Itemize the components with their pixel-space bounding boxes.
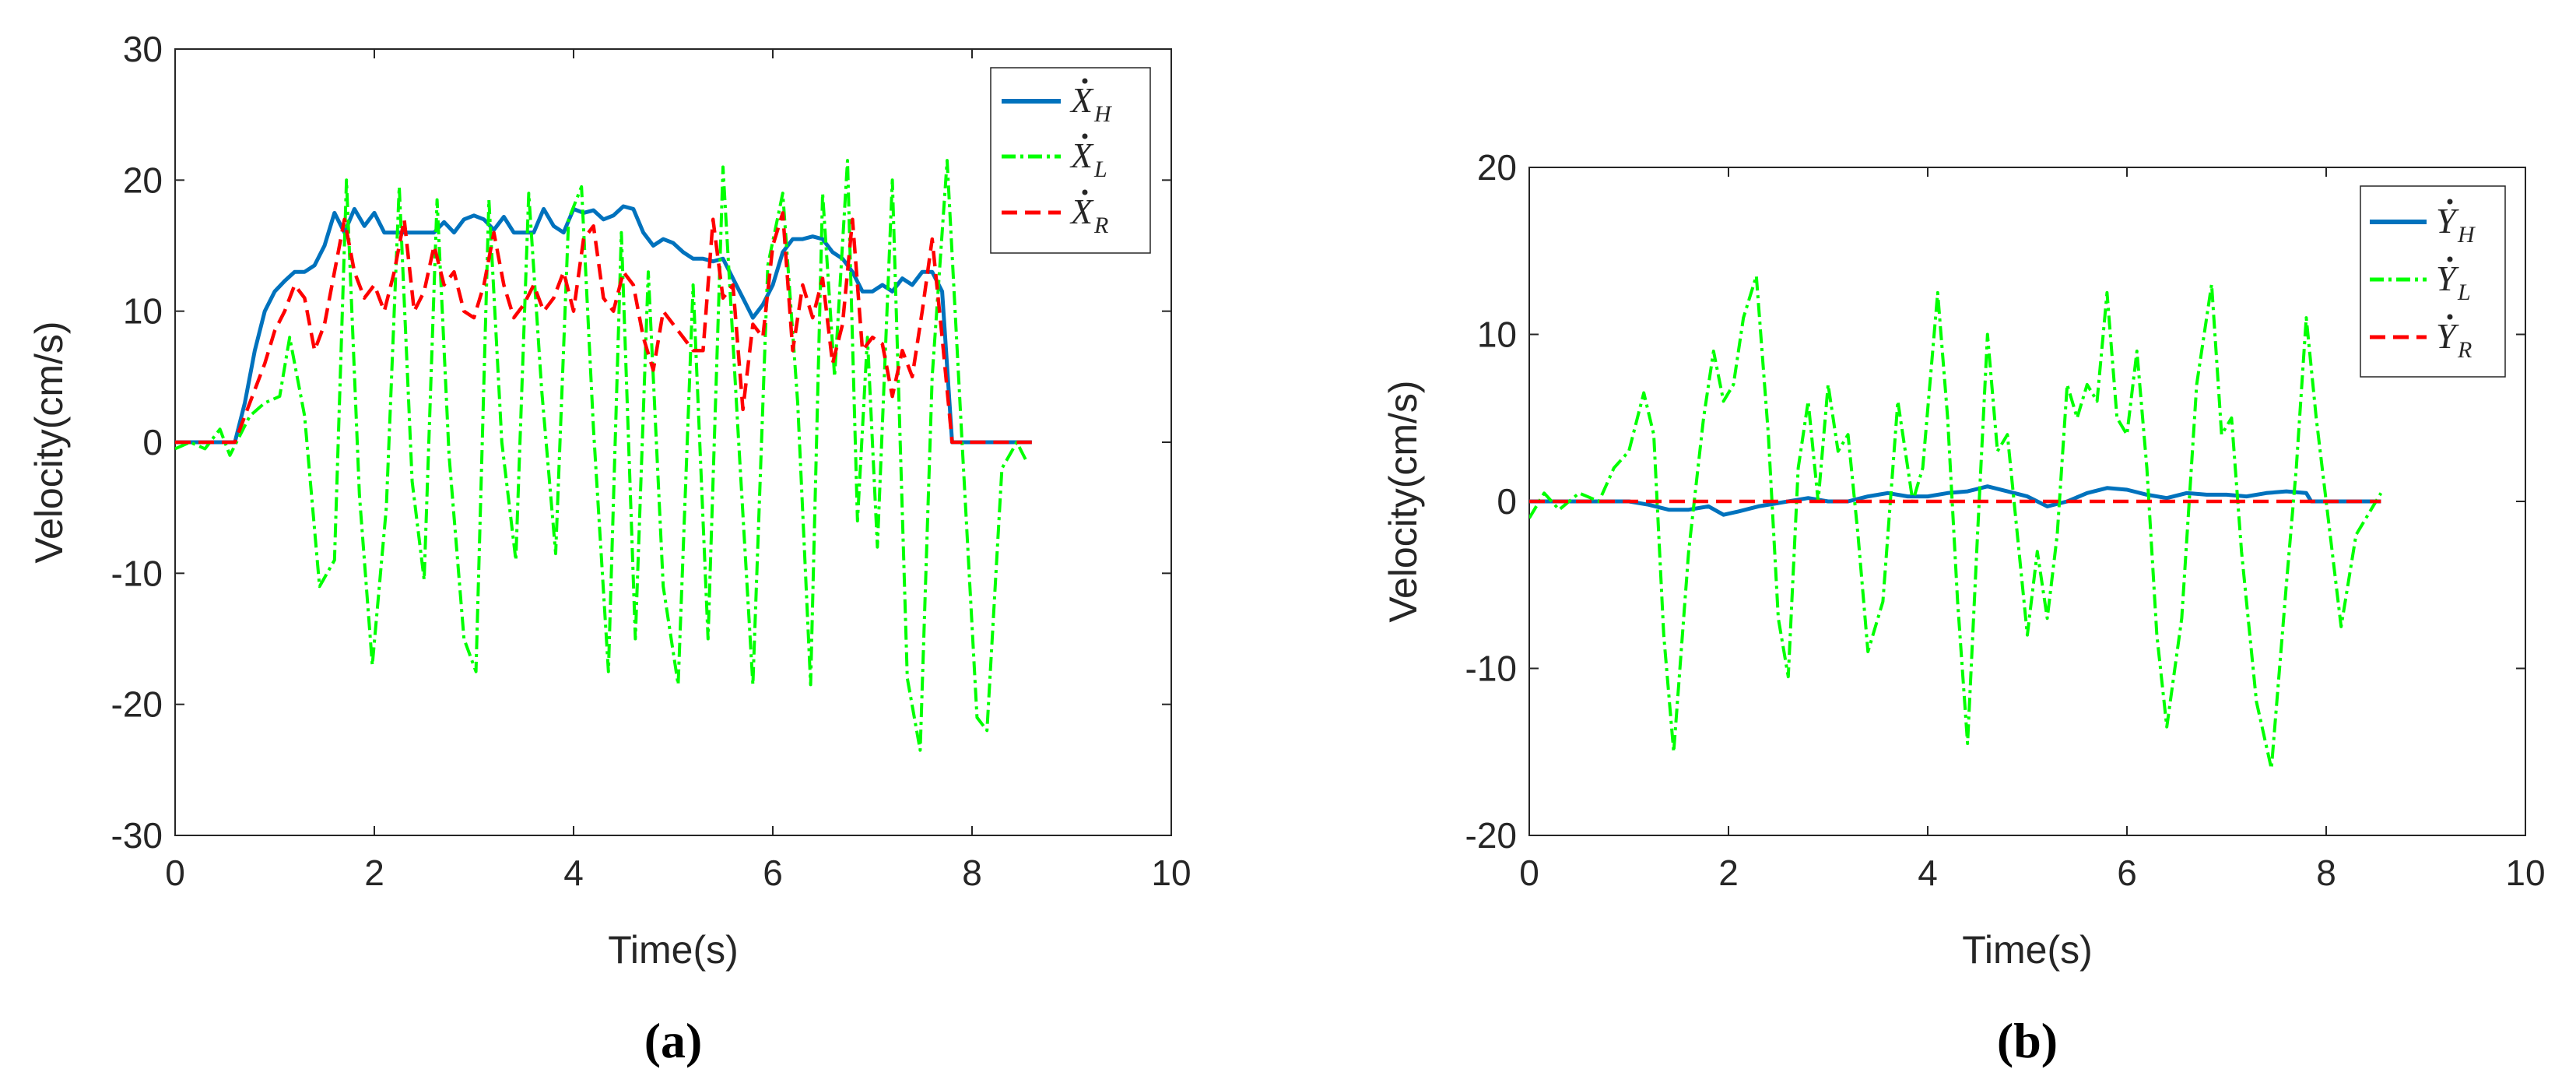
plot-clip-a: [175, 159, 1032, 752]
plot-clip-b: [1529, 274, 2383, 771]
legend-label-xl: X L: [1069, 133, 1107, 182]
legend-label-yr: Y R: [2436, 314, 2472, 363]
svg-text:L: L: [2457, 280, 2471, 305]
legend-b: Y H Y L Y R: [2360, 185, 2506, 378]
x-tick-label: 6: [2117, 853, 2137, 893]
legend-label-xh: X H: [1069, 78, 1113, 127]
legend-label-xr: X R: [1069, 189, 1108, 238]
panel-b: 0 2 4 6 8 10 -20 -10 0 10 20 Time(s) Velocity(cm/…: [1381, 147, 2546, 1068]
y-tick-label: 10: [123, 291, 163, 332]
y-tick-label: -10: [1465, 649, 1517, 689]
y-ticks-a: -30 -20 -10 0 10 20 30: [111, 29, 1171, 856]
legend-dot-xr: [1082, 189, 1088, 195]
y-axis-label-a: Velocity(cm/s): [27, 321, 71, 563]
svg-text:X: X: [1069, 80, 1094, 120]
x-tick-label: 4: [563, 853, 584, 893]
y-tick-label: 0: [142, 422, 163, 462]
legend-dot-yl: [2447, 256, 2453, 262]
panel-label-a: (a): [644, 1013, 703, 1068]
x-tick-label: 10: [1151, 853, 1191, 893]
legend-dot-yh: [2447, 199, 2453, 205]
y-tick-label: -20: [1465, 815, 1517, 856]
y-tick-label: 30: [123, 29, 163, 69]
y-tick-label: 20: [1477, 147, 1517, 188]
y-axis-label-b: Velocity(cm/s): [1381, 380, 1425, 622]
y-tick-label: -10: [111, 553, 163, 593]
svg-text:H: H: [1093, 101, 1113, 127]
legend-label-yl: Y L: [2436, 256, 2471, 305]
series-layer-b: [1529, 274, 2383, 771]
svg-text:Y: Y: [2436, 316, 2459, 356]
x-tick-label: 0: [165, 853, 185, 893]
x-tick-label: 8: [2316, 853, 2336, 893]
x-tick-label: 10: [2505, 853, 2545, 893]
y-ticks-b: -20 -10 0 10 20: [1465, 147, 2525, 856]
x-ticks-b: 0 2 4 6 8 10: [1519, 167, 2546, 893]
y-tick-label: -20: [111, 684, 163, 725]
svg-text:H: H: [2457, 222, 2476, 248]
legend-dot-yr: [2447, 314, 2453, 320]
series-line-y-h: [1529, 484, 2381, 517]
y-tick-label: 0: [1497, 481, 1517, 522]
svg-text:R: R: [1093, 213, 1108, 238]
x-tick-label: 2: [1718, 853, 1739, 893]
x-axis-label-b: Time(s): [1962, 928, 2093, 972]
series-line-x-r: [175, 211, 1032, 445]
y-tick-label: 10: [1477, 315, 1517, 355]
legend-box-b: [2360, 185, 2506, 378]
series-layer-a: [175, 159, 1032, 752]
svg-text:R: R: [2457, 337, 2472, 363]
svg-text:X: X: [1069, 192, 1094, 231]
y-tick-label: -30: [111, 815, 163, 856]
x-axis-label-a: Time(s): [608, 928, 739, 972]
y-tick-label: 20: [123, 160, 163, 200]
x-tick-label: 8: [962, 853, 982, 893]
x-tick-label: 0: [1519, 853, 1539, 893]
panel-label-b: (b): [1997, 1013, 2058, 1068]
svg-text:L: L: [1093, 156, 1107, 182]
x-tick-label: 6: [763, 853, 783, 893]
panel-a: 0 2 4 6 8 10 -30 -20 -10 0 10 20 30 Time(s) Velocit…: [27, 29, 1191, 1068]
series-line-y-l: [1529, 274, 2383, 771]
svg-text:Y: Y: [2436, 201, 2459, 241]
legend-a: X H X L X R: [990, 67, 1151, 254]
x-tick-label: 4: [1918, 853, 1938, 893]
svg-text:Y: Y: [2436, 258, 2459, 298]
legend-label-yh: Y H: [2436, 199, 2476, 248]
series-line-x-l: [175, 159, 1029, 752]
x-ticks-a: 0 2 4 6 8 10: [165, 49, 1191, 893]
x-tick-label: 2: [364, 853, 384, 893]
svg-text:X: X: [1069, 135, 1094, 175]
legend-dot-xl: [1082, 133, 1088, 139]
legend-dot-xh: [1082, 78, 1088, 84]
legend-box-a: [990, 67, 1151, 254]
